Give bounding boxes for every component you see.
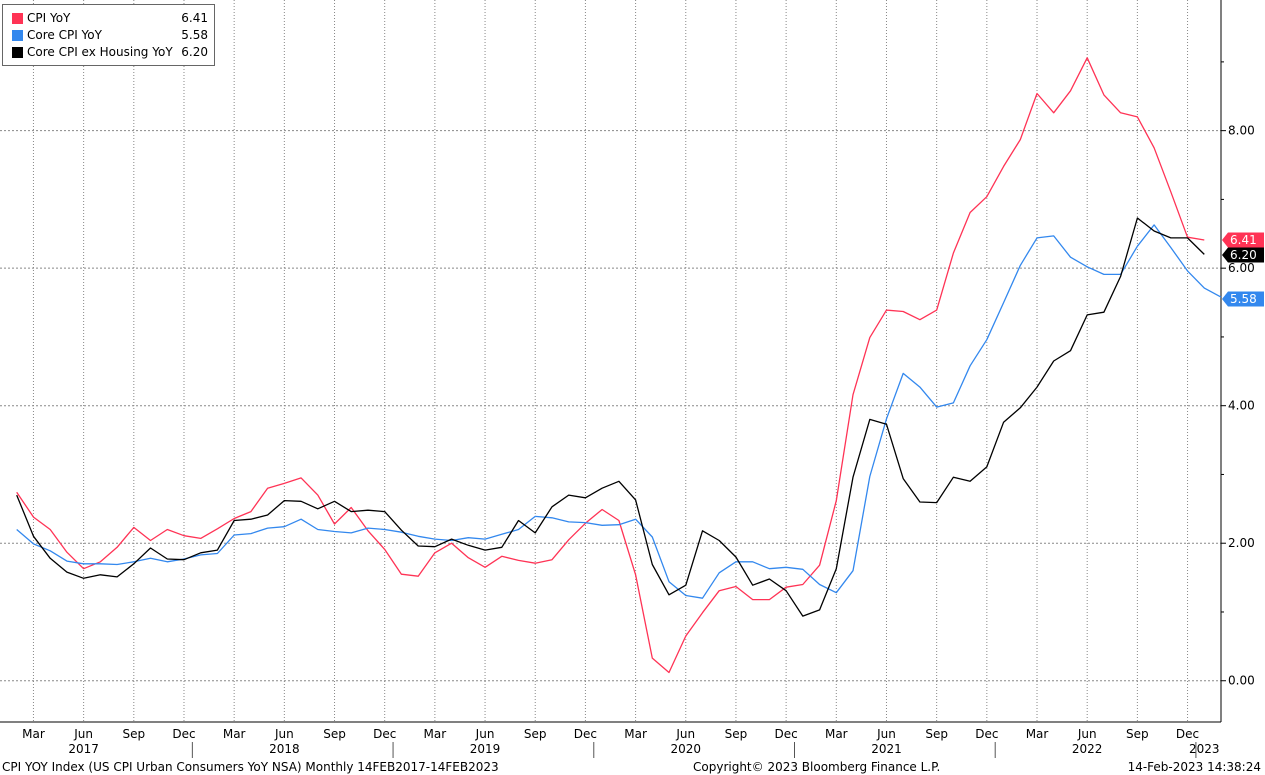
chart-legend: CPI YoY 6.41 Core CPI YoY 5.58 Core CPI … xyxy=(2,4,215,66)
last-value-tag-cpi-yoy: 6.41 xyxy=(1222,232,1264,248)
legend-item-core-ex-housing[interactable]: Core CPI ex Housing YoY 6.20 xyxy=(3,44,214,61)
x-year-tick-label: 2023 xyxy=(1189,742,1220,756)
x-month-tick-label: Jun xyxy=(73,727,93,741)
legend-item-cpi[interactable]: CPI YoY 6.41 xyxy=(3,10,214,27)
y-tick-label: 4.00 xyxy=(1228,399,1255,413)
series-line-core-cpi-yoy xyxy=(16,224,1222,599)
x-year-tick-label: 2018 xyxy=(269,742,300,756)
y-tick-label: 2.00 xyxy=(1228,536,1255,550)
x-year-tick-label: 2019 xyxy=(470,742,501,756)
x-month-tick-label: Jun xyxy=(475,727,495,741)
legend-label-core-cpi: Core CPI YoY xyxy=(27,28,102,42)
legend-value-core-cpi: 5.58 xyxy=(181,28,208,42)
legend-label-core-ex-housing: Core CPI ex Housing YoY xyxy=(27,45,173,59)
footer-timestamp: 14-Feb-2023 14:38:24 xyxy=(1127,760,1261,774)
x-month-tick-label: Mar xyxy=(624,727,647,741)
x-month-tick-label: Dec xyxy=(373,727,396,741)
last-value-tag-label: 6.41 xyxy=(1230,233,1257,247)
x-month-tick-label: Jun xyxy=(274,727,294,741)
x-month-tick-label: Jun xyxy=(876,727,896,741)
x-month-tick-label: Mar xyxy=(22,727,45,741)
last-value-tag-shape xyxy=(1222,291,1264,307)
last-value-tag-label: 5.58 xyxy=(1230,292,1257,306)
x-month-tick-label: Sep xyxy=(925,727,948,741)
y-tick-label: 6.00 xyxy=(1228,261,1255,275)
x-month-tick-label: Dec xyxy=(172,727,195,741)
x-month-tick-label: Sep xyxy=(323,727,346,741)
x-month-tick-label: Dec xyxy=(775,727,798,741)
x-year-tick-label: 2020 xyxy=(670,742,701,756)
x-month-tick-label: Mar xyxy=(1026,727,1049,741)
y-tick-label: 0.00 xyxy=(1228,674,1255,688)
x-month-tick-label: Mar xyxy=(424,727,447,741)
x-month-tick-label: Jun xyxy=(675,727,695,741)
series-line-core-cpi-ex-housing-yoy xyxy=(16,217,1205,617)
last-value-tag-shape xyxy=(1222,247,1264,263)
series-line-cpi-yoy xyxy=(16,57,1205,674)
x-month-tick-label: Dec xyxy=(975,727,998,741)
legend-swatch-core-cpi xyxy=(12,30,23,41)
x-year-tick-label: 2022 xyxy=(1072,742,1103,756)
x-month-tick-label: Mar xyxy=(223,727,246,741)
x-month-tick-label: Sep xyxy=(1126,727,1149,741)
legend-swatch-cpi xyxy=(12,13,23,24)
last-value-tag-core-cpi-yoy: 5.58 xyxy=(1222,291,1264,307)
legend-value-core-ex-housing: 6.20 xyxy=(181,45,208,59)
last-value-tag-shape xyxy=(1222,232,1264,248)
x-month-tick-label: Sep xyxy=(725,727,748,741)
last-value-tag-label: 6.20 xyxy=(1230,248,1257,262)
y-tick-label: 8.00 xyxy=(1228,124,1255,138)
x-month-tick-label: Sep xyxy=(122,727,145,741)
x-year-tick-label: 2017 xyxy=(68,742,99,756)
legend-label-cpi: CPI YoY xyxy=(27,11,71,25)
x-month-tick-label: Dec xyxy=(574,727,597,741)
last-value-tag-core-cpi-ex-housing-yoy: 6.20 xyxy=(1222,247,1264,263)
footer-copyright: Copyright© 2023 Bloomberg Finance L.P. xyxy=(693,760,941,774)
x-year-tick-label: 2021 xyxy=(871,742,902,756)
legend-item-core-cpi[interactable]: Core CPI YoY 5.58 xyxy=(3,27,214,44)
x-month-tick-label: Jun xyxy=(1077,727,1097,741)
legend-value-cpi: 6.41 xyxy=(181,11,208,25)
x-month-tick-label: Mar xyxy=(825,727,848,741)
legend-swatch-core-ex-housing xyxy=(12,47,23,58)
footer-index-description: CPI YOY Index (US CPI Urban Consumers Yo… xyxy=(2,760,499,774)
x-month-tick-label: Sep xyxy=(524,727,547,741)
x-month-tick-label: Dec xyxy=(1176,727,1199,741)
